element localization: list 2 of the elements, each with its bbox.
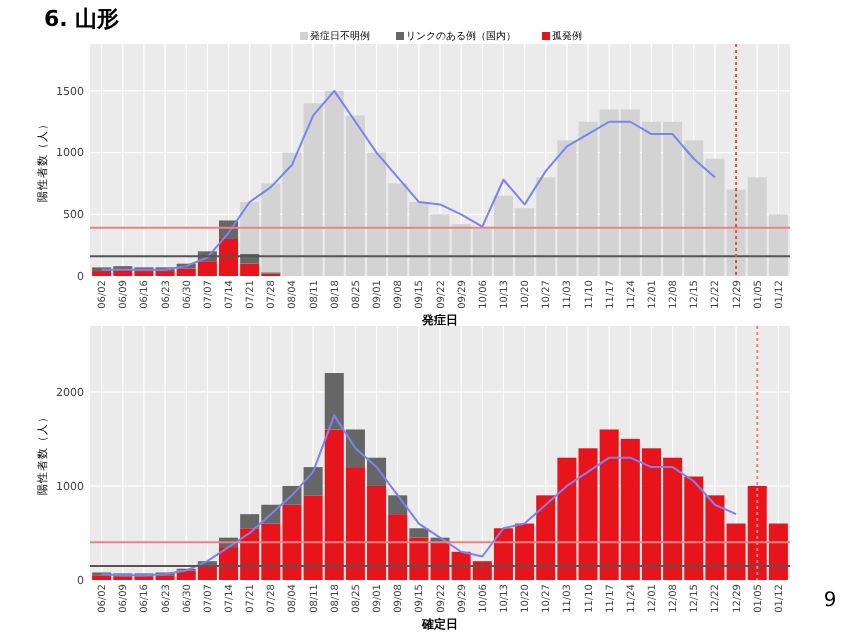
chart-title: 6. 山形: [44, 6, 120, 32]
text: 9: [823, 590, 837, 612]
